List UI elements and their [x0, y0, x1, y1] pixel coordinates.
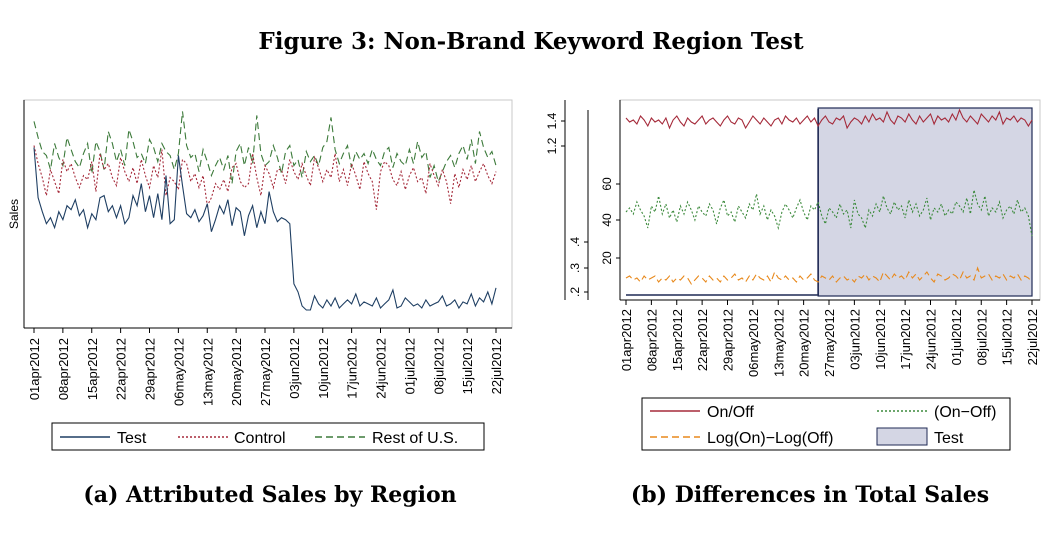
x-tick-label: 01jul2012 — [949, 309, 964, 365]
x-tick-label: 03jun2012 — [847, 309, 862, 370]
y-tick-inner: 20 — [600, 251, 614, 265]
test-indicator-line — [626, 109, 819, 296]
x-tick-label: 03jun2012 — [287, 338, 302, 399]
y-tick-inner: 60 — [600, 177, 614, 191]
legend-label-rest: Rest of U.S. — [372, 430, 458, 447]
caption-b: (b) Differences in Total Sales — [630, 482, 990, 508]
x-tick-label: 15jul2012 — [460, 338, 475, 394]
panel-b-legend: On/Off (On−Off) Log(On)−Log(Off) Test — [641, 397, 1011, 451]
x-tick-label: 27may2012 — [822, 309, 837, 377]
x-tick-label: 22jul2012 — [489, 338, 504, 394]
legend-label-test-period: Test — [934, 430, 964, 447]
panel-b-series — [625, 108, 1033, 296]
x-tick-label: 20may2012 — [797, 309, 812, 377]
x-tick-label: 10jun2012 — [873, 309, 888, 370]
x-tick-label: 27may2012 — [258, 338, 273, 406]
legend-label-control: Control — [234, 430, 286, 447]
panel-a-x-ticks: 01apr2012 08apr2012 15apr2012 22apr2012 29ap… — [27, 328, 504, 406]
x-tick-label: 17jun2012 — [898, 309, 913, 370]
x-tick-label: 15apr2012 — [85, 338, 100, 400]
line-on-minus-off — [625, 189, 1033, 237]
panel-a-chart: Sales 01apr2012 08apr2012 15apr2012 22apr20… — [7, 99, 513, 451]
panel-a-y-label: Sales — [7, 199, 21, 229]
panel-a-series — [33, 111, 497, 311]
x-tick-label: 08apr2012 — [644, 309, 659, 371]
y-tick-outer: .4 — [568, 237, 582, 247]
x-tick-label: 22jul2012 — [1025, 309, 1040, 365]
panel-a-legend-box — [51, 422, 485, 451]
figure-title: Figure 3: Non-Brand Keyword Region Test — [258, 28, 804, 55]
x-tick-label: 08jul2012 — [974, 309, 989, 365]
legend-swatch-test-shade — [876, 427, 928, 446]
x-tick-label: 01apr2012 — [27, 338, 42, 400]
line-test — [33, 147, 497, 311]
x-tick-label: 06may2012 — [171, 338, 186, 406]
x-tick-label: 29apr2012 — [721, 309, 736, 371]
x-tick-label: 08apr2012 — [56, 338, 71, 400]
panel-b-x-ticks: 01apr2012 08apr2012 15apr2012 22apr2012 29ap… — [619, 300, 1040, 377]
legend-label-log: Log(On)−Log(Off) — [707, 430, 833, 447]
test-period-shade — [817, 107, 1033, 297]
line-control — [33, 145, 497, 210]
x-tick-label: 20may2012 — [229, 338, 244, 406]
panel-a-plot-area — [23, 99, 513, 329]
y-tick-top: 1.4 — [545, 112, 559, 129]
panel-b-legend-box — [641, 397, 1011, 451]
x-tick-label: 29apr2012 — [143, 338, 158, 400]
x-tick-label: 13may2012 — [200, 338, 215, 406]
x-tick-label: 24jun2012 — [374, 338, 389, 399]
panel-b-chart: 20 40 60 .2 .3 .4 1.2 1.4 01apr2012 08apr2012 15a… — [545, 99, 1041, 451]
line-on-off-ratio — [625, 108, 1033, 130]
x-tick-label: 10jun2012 — [316, 338, 331, 399]
x-tick-label: 15jul2012 — [1000, 309, 1015, 365]
x-tick-label: 22apr2012 — [114, 338, 129, 400]
legend-label-onoff: On/Off — [707, 404, 754, 421]
x-tick-label: 17jun2012 — [345, 338, 360, 399]
x-tick-label: 22apr2012 — [695, 309, 710, 371]
legend-label-test: Test — [117, 430, 147, 447]
legend-label-diff: (On−Off) — [934, 404, 996, 421]
x-tick-label: 24jun2012 — [924, 309, 939, 370]
x-tick-label: 08jul2012 — [431, 338, 446, 394]
x-tick-label: 01jul2012 — [402, 338, 417, 394]
x-tick-label: 13may2012 — [771, 309, 786, 377]
x-tick-label: 06may2012 — [746, 309, 761, 377]
x-tick-label: 01apr2012 — [619, 309, 634, 371]
y-tick-outer: .2 — [568, 287, 582, 297]
panel-b-y-ticks: 20 40 60 .2 .3 .4 1.2 1.4 — [545, 112, 620, 297]
x-tick-label: 15apr2012 — [670, 309, 685, 371]
caption-a: (a) Attributed Sales by Region — [83, 482, 457, 508]
y-tick-outer: .3 — [568, 263, 582, 273]
panel-a-legend: Test Control Rest of U.S. — [51, 422, 485, 451]
y-tick-inner: 40 — [600, 213, 614, 227]
y-tick-top: 1.2 — [545, 137, 559, 154]
